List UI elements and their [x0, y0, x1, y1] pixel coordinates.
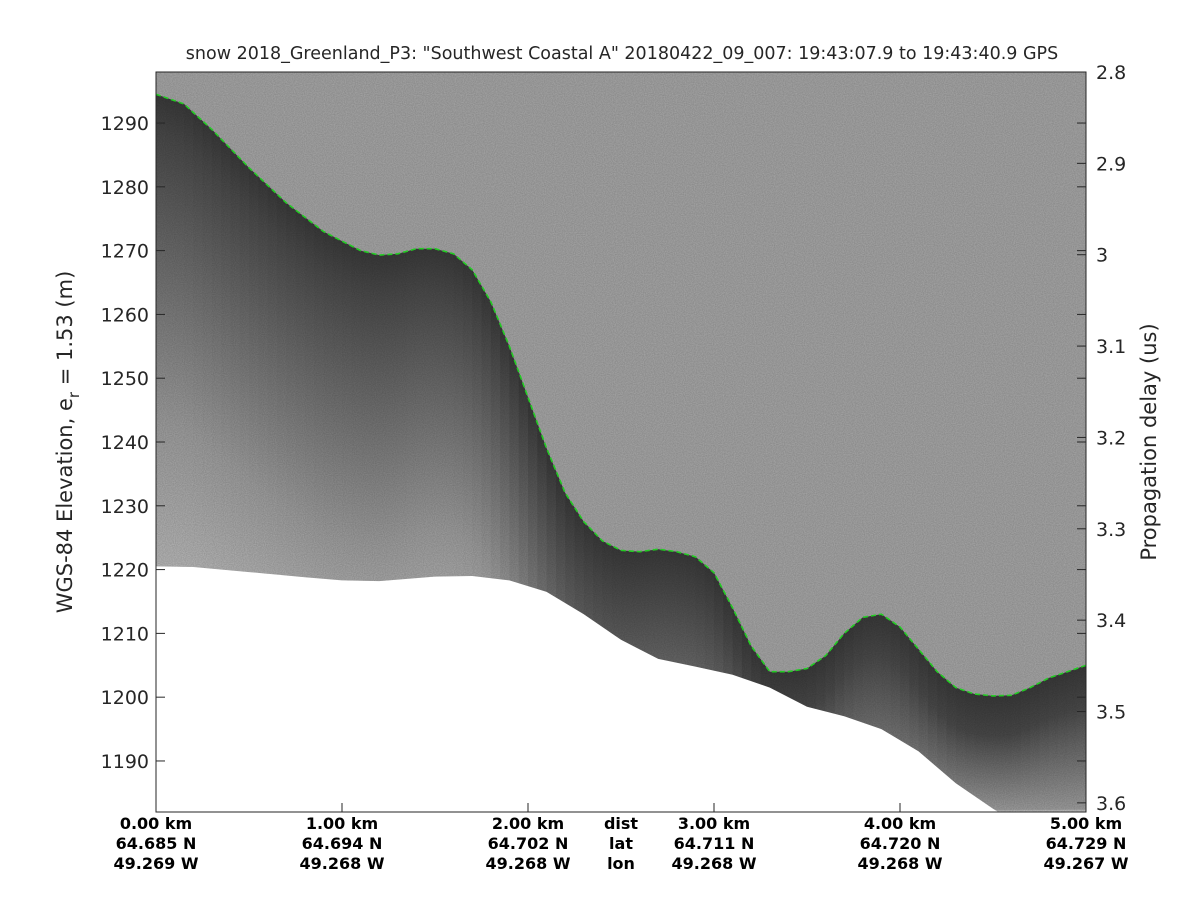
x-tick-label-dist: 3.00 km [678, 814, 750, 833]
right-tick-label: 2.8 [1096, 62, 1126, 84]
x-tick-label-lon: 49.268 W [486, 854, 571, 873]
left-axis-label-rest: = 1.53 (m) [53, 271, 77, 392]
left-tick-label: 1240 [101, 432, 149, 454]
right-tick-label: 2.9 [1096, 153, 1126, 175]
x-tick-label-lon: 49.268 W [672, 854, 757, 873]
left-tick-label: 1260 [101, 304, 149, 326]
x-tick-label-lat: 64.694 N [302, 834, 383, 853]
x-tick-label-lon: 49.268 W [300, 854, 385, 873]
x-tick-label-lat: 64.702 N [488, 834, 569, 853]
x-tick-label-dist: 0.00 km [120, 814, 192, 833]
right-tick-label: 3.6 [1096, 793, 1126, 815]
x-row-label-lon: lon [607, 854, 635, 873]
x-tick-label-lon: 49.268 W [858, 854, 943, 873]
x-tick-label-dist: 1.00 km [306, 814, 378, 833]
x-row-label-lat: lat [609, 834, 633, 853]
left-tick-label: 1280 [101, 177, 149, 199]
chart-title: snow 2018_Greenland_P3: "Southwest Coast… [186, 44, 1058, 64]
x-tick-label-lon: 49.269 W [114, 854, 199, 873]
x-tick-label-lat: 64.711 N [674, 834, 755, 853]
left-tick-label: 1190 [101, 751, 149, 773]
left-tick-label: 1250 [101, 368, 149, 390]
left-tick-label: 1230 [101, 496, 149, 518]
left-tick-label: 1270 [101, 241, 149, 263]
right-tick-label: 3 [1096, 245, 1108, 267]
surface-series-line [156, 93, 1086, 697]
no-data-region [156, 566, 999, 812]
left-tick-label: 1210 [101, 623, 149, 645]
x-tick-label-lat: 64.720 N [860, 834, 941, 853]
x-tick-label-lon: 49.267 W [1044, 854, 1129, 873]
right-tick-label: 3.5 [1096, 702, 1126, 724]
left-tick-label: 1220 [101, 560, 149, 582]
right-tick-label: 3.1 [1096, 336, 1126, 358]
x-tick-label-dist: 5.00 km [1050, 814, 1122, 833]
x-tick-label-dist: 4.00 km [864, 814, 936, 833]
x-tick-label-lat: 64.685 N [116, 834, 197, 853]
left-axis-label-main: WGS-84 Elevation, e [53, 398, 77, 613]
plot-area [156, 72, 1086, 812]
x-tick-label-lat: 64.729 N [1046, 834, 1127, 853]
left-axis-label-sub: r [65, 391, 83, 398]
left-axis: 1190 1200 1210 1220 1230 1240 1250 1260 1270 1280… [101, 113, 1086, 773]
right-axis: 2.8 2.9 3 3.1 3.2 3.3 3.4 3.5 3.6 [1077, 62, 1126, 815]
right-tick-label: 3.3 [1096, 519, 1126, 541]
left-tick-label: 1290 [101, 113, 149, 135]
x-row-label-dist: dist [604, 814, 638, 833]
left-axis-label: WGS-84 Elevation, er = 1.53 (m) [53, 271, 83, 614]
right-axis-label: Propagation delay (us) [1137, 323, 1161, 560]
right-tick-label: 3.4 [1096, 610, 1126, 632]
x-tick-label-dist: 2.00 km [492, 814, 564, 833]
left-tick-label: 1200 [101, 687, 149, 709]
right-tick-label: 3.2 [1096, 427, 1126, 449]
